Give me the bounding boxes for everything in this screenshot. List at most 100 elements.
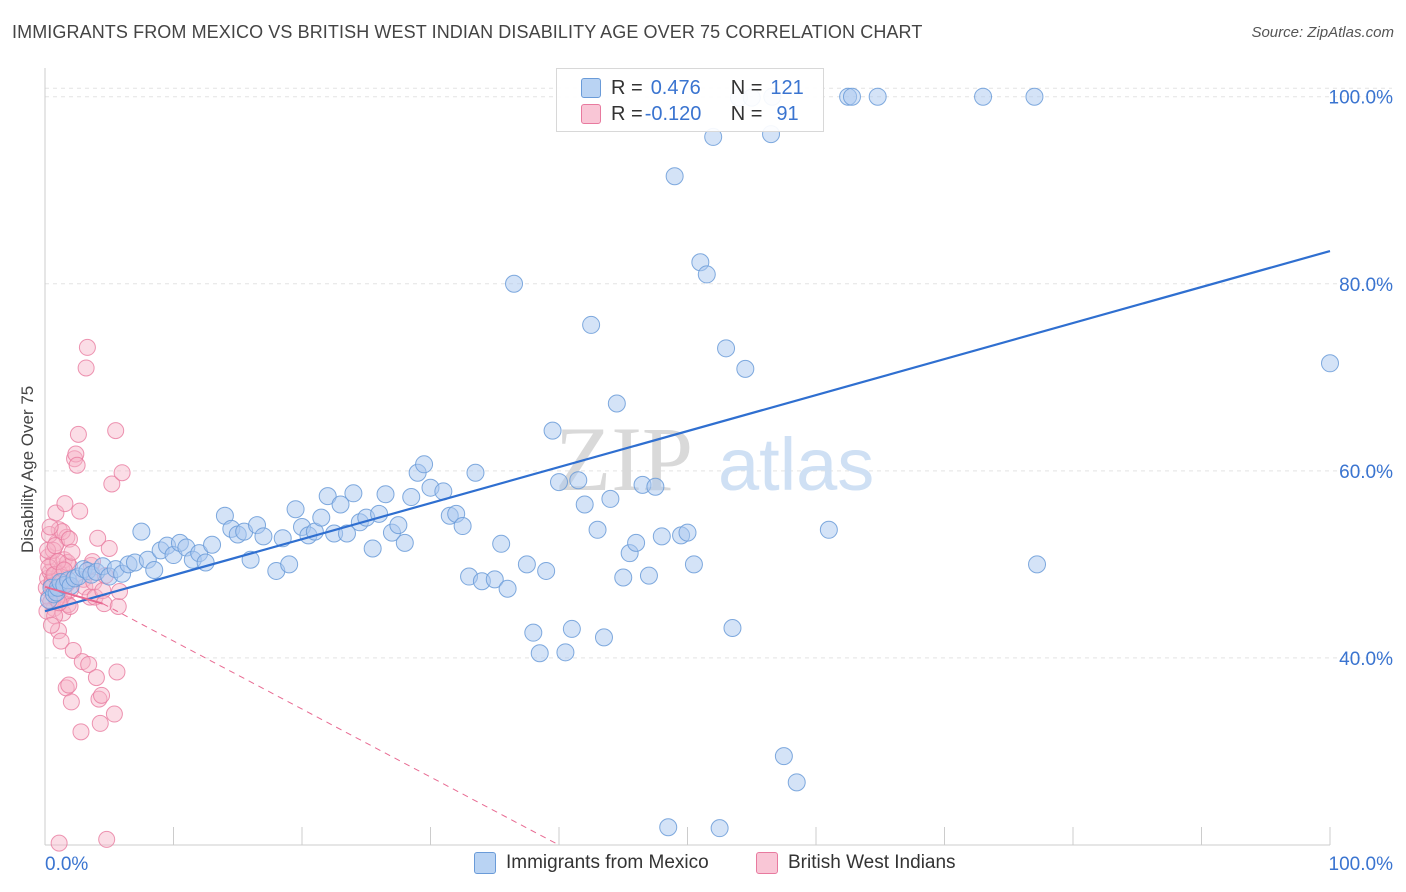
data-point-bwi (50, 834, 68, 852)
data-point-mexico (530, 644, 549, 663)
trend-line-mexico (44, 249, 1331, 613)
data-point-mexico (627, 533, 646, 552)
data-point-bwi (68, 456, 86, 474)
y-tick-label: 40.0% (1339, 649, 1393, 670)
data-point-mexico (736, 359, 755, 378)
data-point-bwi (49, 553, 67, 571)
data-point-mexico (485, 570, 504, 589)
data-point-bwi (58, 528, 76, 546)
data-point-mexico (415, 455, 434, 474)
y-tick-label: 60.0% (1339, 462, 1393, 483)
data-point-bwi (71, 502, 89, 520)
watermark: ZIP atlas (555, 408, 874, 510)
data-point-mexico (344, 484, 363, 503)
data-point-mexico (376, 485, 395, 504)
data-point-bwi (89, 529, 107, 547)
data-point-bwi (103, 475, 121, 493)
data-point-mexico (517, 555, 536, 574)
data-point-bwi (69, 425, 87, 443)
data-point-bwi (46, 537, 64, 555)
legend-r-label: R = (611, 76, 643, 99)
data-point-mexico (659, 818, 678, 837)
data-point-mexico (607, 394, 626, 413)
legend-row-mexico: R = 0.476 N = 121 (581, 75, 804, 101)
legend-swatch-pink (581, 104, 601, 124)
data-point-mexico (543, 421, 562, 440)
data-point-mexico (974, 87, 993, 106)
chart-title: IMMIGRANTS FROM MEXICO VS BRITISH WEST I… (12, 22, 923, 42)
legend-r-value: 0.476 (650, 76, 701, 99)
watermark-atlas: atlas (718, 423, 874, 506)
data-point-mexico (678, 523, 697, 542)
data-point-bwi (107, 422, 125, 440)
data-point-mexico (569, 471, 588, 490)
data-point-bwi (72, 723, 90, 741)
data-point-mexico (575, 495, 594, 514)
data-point-bwi (63, 543, 81, 561)
legend-swatch-blue (581, 78, 601, 98)
data-point-mexico (819, 520, 838, 539)
data-point-bwi (49, 622, 67, 640)
watermark-zip: ZIP (555, 408, 693, 510)
y-axis-label: Disability Age Over 75 (18, 385, 37, 553)
data-point-bwi (113, 464, 131, 482)
data-point-mexico (498, 579, 517, 598)
data-point-mexico (550, 473, 568, 492)
data-point-mexico (723, 618, 742, 637)
data-point-mexico (1321, 354, 1339, 373)
axes (44, 68, 1331, 846)
legend-item-mexico[interactable]: Immigrants from Mexico (474, 852, 709, 874)
data-point-mexico (524, 623, 543, 642)
legend-n-label: N = (730, 102, 763, 125)
y-tick-label: 80.0% (1339, 275, 1393, 296)
data-point-bwi (93, 686, 111, 704)
x-tick-label: 100.0% (1329, 854, 1394, 875)
data-point-mexico (588, 520, 607, 539)
series-legend: Immigrants from Mexico British West Indi… (0, 852, 1406, 878)
legend-item-label: Immigrants from Mexico (506, 852, 709, 873)
data-point-mexico (505, 274, 524, 293)
trend-line-bwi (44, 585, 104, 605)
source-label: Source: ZipAtlas.com (1251, 24, 1394, 41)
data-point-mexico (842, 87, 861, 106)
data-point-bwi (87, 669, 105, 687)
data-point-mexico (331, 495, 350, 514)
gridlines (45, 87, 1392, 659)
correlation-legend: R = 0.476 N = 121 R = -0.120 N = 91 (556, 68, 824, 132)
data-point-bwi (109, 597, 127, 615)
data-point-mexico (710, 819, 729, 838)
data-point-bwi (62, 693, 80, 711)
data-point-bwi (95, 595, 113, 613)
data-point-mexico (717, 339, 736, 358)
y-tick-label: 100.0% (1329, 88, 1394, 109)
data-point-bwi (41, 518, 59, 536)
data-point-mexico (280, 555, 299, 574)
data-point-mexico (646, 477, 665, 496)
data-point-mexico (363, 539, 382, 558)
data-point-mexico (1028, 555, 1047, 574)
legend-r-label: R = (611, 102, 643, 125)
data-point-mexico (254, 527, 273, 546)
legend-row-bwi: R = -0.120 N = 91 (581, 101, 799, 127)
data-point-bwi (105, 705, 123, 723)
legend-n-label: N = (730, 76, 763, 99)
data-point-mexico (697, 265, 716, 284)
data-point-mexico (337, 524, 356, 543)
trend-line-bwi-dashed (102, 603, 560, 846)
data-point-bwi (60, 676, 78, 694)
data-point-mexico (594, 628, 613, 647)
data-point-mexico (145, 561, 164, 580)
legend-item-bwi[interactable]: British West Indians (756, 852, 956, 874)
data-point-mexico (203, 535, 222, 554)
data-point-mexico (318, 487, 337, 506)
data-point-mexico (665, 167, 684, 186)
data-point-mexico (453, 517, 472, 536)
data-point-mexico (614, 568, 633, 587)
series-immigrants-from-mexico (39, 87, 1339, 838)
data-point-mexico (395, 533, 414, 552)
data-point-bwi (98, 830, 116, 848)
legend-r-value: -0.120 (644, 102, 702, 125)
data-point-mexico (286, 500, 305, 519)
data-point-mexico (652, 527, 671, 546)
data-point-bwi (60, 530, 78, 548)
